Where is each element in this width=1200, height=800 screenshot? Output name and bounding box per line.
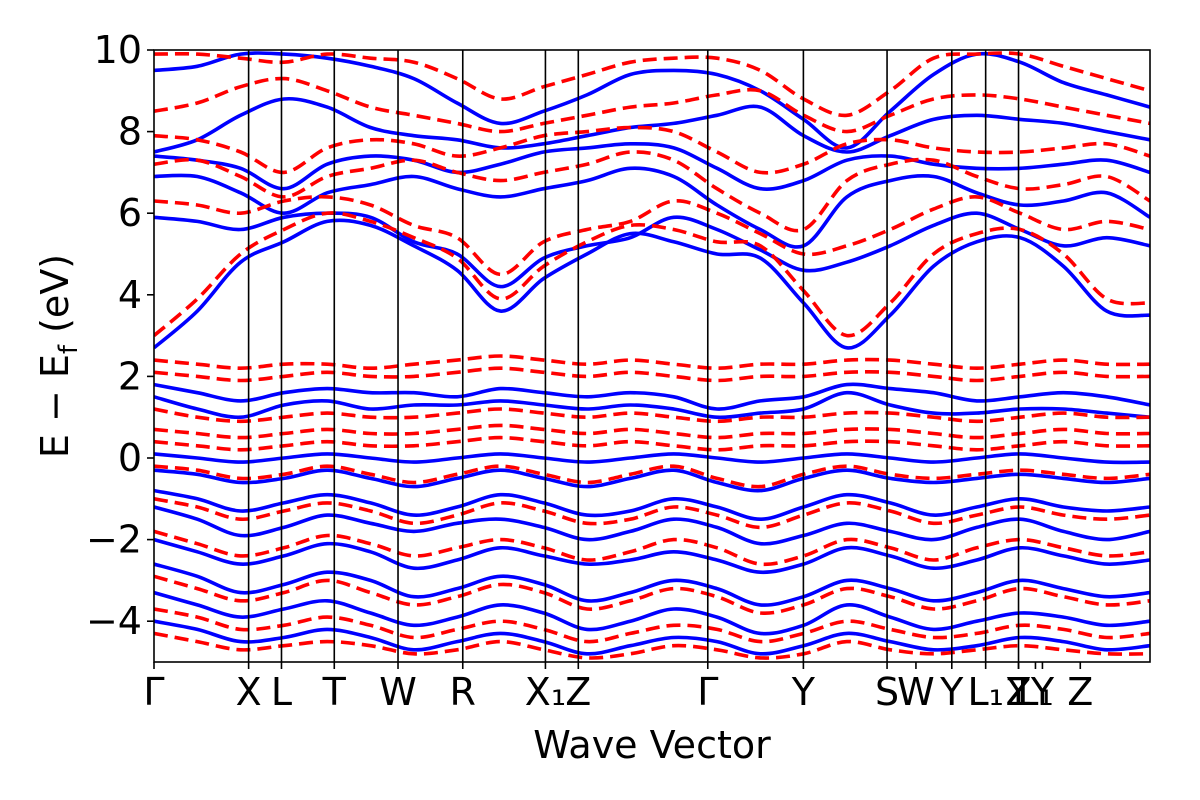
spin-down-band-5	[154, 51, 1150, 118]
x-tick-label-7: Z	[565, 670, 591, 714]
spin-up-band-10	[154, 488, 1150, 521]
y-tick-label-7: 10	[94, 28, 142, 72]
spin-up-band-7	[154, 390, 1150, 420]
spin-down-band-11	[154, 464, 1150, 489]
spin-down-band-8	[154, 407, 1150, 424]
y-axis-title: E − Ef (eV)	[33, 254, 84, 458]
x-tick-label-18: Z	[1067, 670, 1093, 714]
spin-up-band-11	[154, 505, 1150, 546]
x-tick-label-2: L	[271, 670, 292, 714]
spin-down-band-6	[154, 354, 1150, 370]
spin-down-band-15	[154, 607, 1150, 644]
x-tick-label-13: L₁	[967, 670, 1003, 714]
spin-up-band-14	[154, 590, 1150, 636]
x-tick-label-1: X	[236, 670, 262, 714]
kpoint-lines	[247, 50, 1020, 662]
x-tick-label-15: Z	[1006, 670, 1032, 714]
spin-down-band-0	[154, 211, 1150, 338]
spin-down-band-12	[154, 497, 1150, 530]
series-spin-up	[154, 51, 1150, 656]
y-tick-label-5: 6	[118, 191, 142, 235]
spin-up-band-1	[154, 211, 1150, 289]
x-tick-label-9: Y	[791, 670, 816, 714]
spin-down-band-9	[154, 423, 1150, 440]
spin-down-band-13	[154, 529, 1150, 567]
y-tick-label-0: −4	[86, 599, 142, 643]
plot-frame	[153, 49, 1151, 663]
spin-down-band-10	[154, 435, 1150, 452]
x-tick-label-11: W	[897, 670, 935, 714]
spin-up-band-9	[154, 468, 1150, 493]
spin-down-band-1	[154, 194, 1150, 277]
spin-up-band-3	[154, 142, 1150, 191]
spin-up-band-8	[154, 452, 1150, 465]
y-tick-label-1: −2	[86, 518, 142, 562]
y-tick-label-3: 2	[118, 354, 142, 398]
x-tick-label-14: Y	[1006, 670, 1031, 714]
spin-up-band-6	[154, 382, 1150, 411]
spin-down-band-4	[154, 76, 1150, 134]
x-tick-label-3: T	[322, 670, 347, 714]
spin-up-band-0	[154, 218, 1150, 350]
x-axis-title: Wave Vector	[533, 723, 771, 767]
x-tick-label-16: L₁	[1017, 670, 1053, 714]
y-axis-title-unit: (eV)	[33, 254, 77, 345]
spin-up-band-2	[154, 166, 1150, 249]
series-spin-down	[154, 51, 1150, 660]
x-tick-label-6: X₁	[525, 670, 566, 714]
x-tick-label-5: R	[450, 670, 476, 714]
spin-down-band-3	[154, 125, 1150, 175]
spin-up-band-13	[154, 562, 1150, 607]
bands-layer	[154, 51, 1150, 660]
y-axis-ticks: −4 −2 0 2 4 6 8 10	[86, 28, 154, 643]
x-tick-label-10: S	[875, 670, 899, 714]
spin-up-band-4	[154, 96, 1150, 154]
spin-down-band-7	[154, 366, 1150, 383]
x-tick-label-4: W	[379, 670, 417, 714]
y-tick-label-6: 8	[118, 110, 142, 154]
y-axis-title-main: E − E	[33, 354, 77, 458]
x-tick-label-0: Γ	[143, 670, 164, 714]
spin-up-band-12	[154, 537, 1150, 575]
y-tick-label-2: 0	[118, 436, 142, 480]
x-tick-label-8: Γ	[697, 670, 718, 714]
spin-down-band-16	[154, 631, 1150, 660]
x-tick-label-17: Y	[1030, 670, 1055, 714]
spin-up-band-15	[154, 619, 1150, 656]
x-tick-label-12: Y	[939, 670, 964, 714]
y-axis-title-sub: f	[54, 344, 84, 354]
spin-down-band-14	[154, 574, 1150, 616]
y-tick-label-4: 4	[118, 273, 142, 317]
